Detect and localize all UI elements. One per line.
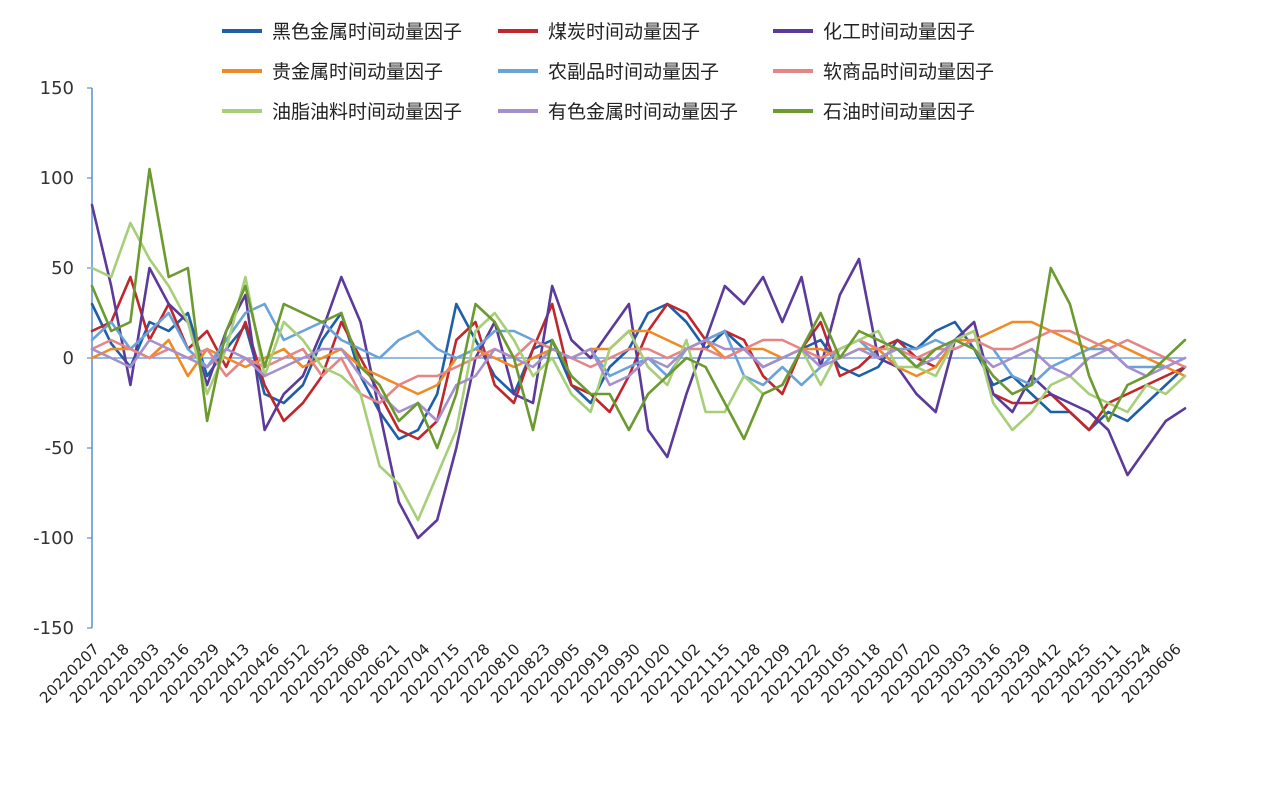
series-line-7	[90, 221, 1187, 522]
series-line-3	[90, 203, 1187, 540]
y-tick-label: 0	[63, 348, 74, 369]
legend-label: 农副品时间动量因子	[548, 61, 719, 83]
legend-label: 贵金属时间动量因子	[272, 61, 443, 83]
legend-item: 贵金属时间动量因子	[222, 61, 443, 83]
series-line-9	[90, 167, 1187, 450]
legend-item: 化工时间动量因子	[773, 21, 975, 43]
series-line-4	[90, 320, 1187, 396]
y-tick-label: -150	[33, 618, 74, 639]
legend-label: 软商品时间动量因子	[823, 61, 994, 83]
legend-label: 煤炭时间动量因子	[548, 21, 700, 43]
legend-item: 石油时间动量因子	[773, 101, 975, 123]
legend-label: 有色金属时间动量因子	[548, 101, 738, 123]
y-tick-label: 100	[40, 168, 74, 189]
legend-item: 软商品时间动量因子	[773, 61, 994, 83]
y-tick-label: 150	[40, 78, 74, 99]
legend-item: 有色金属时间动量因子	[498, 101, 738, 123]
legend-item: 黑色金属时间动量因子	[222, 21, 462, 43]
legend-label: 油脂油料时间动量因子	[272, 101, 462, 123]
y-tick-label: -50	[45, 438, 74, 459]
y-tick-label: -100	[33, 528, 74, 549]
legend-item: 煤炭时间动量因子	[498, 21, 700, 43]
y-tick-label: 50	[51, 258, 74, 279]
legend-item: 油脂油料时间动量因子	[222, 101, 462, 123]
series-line-8	[90, 338, 1187, 423]
legend-label: 黑色金属时间动量因子	[272, 21, 462, 43]
legend-item: 农副品时间动量因子	[498, 61, 719, 83]
legend-label: 石油时间动量因子	[823, 101, 975, 123]
legend-label: 化工时间动量因子	[823, 21, 975, 43]
series-line-2	[90, 275, 1187, 441]
